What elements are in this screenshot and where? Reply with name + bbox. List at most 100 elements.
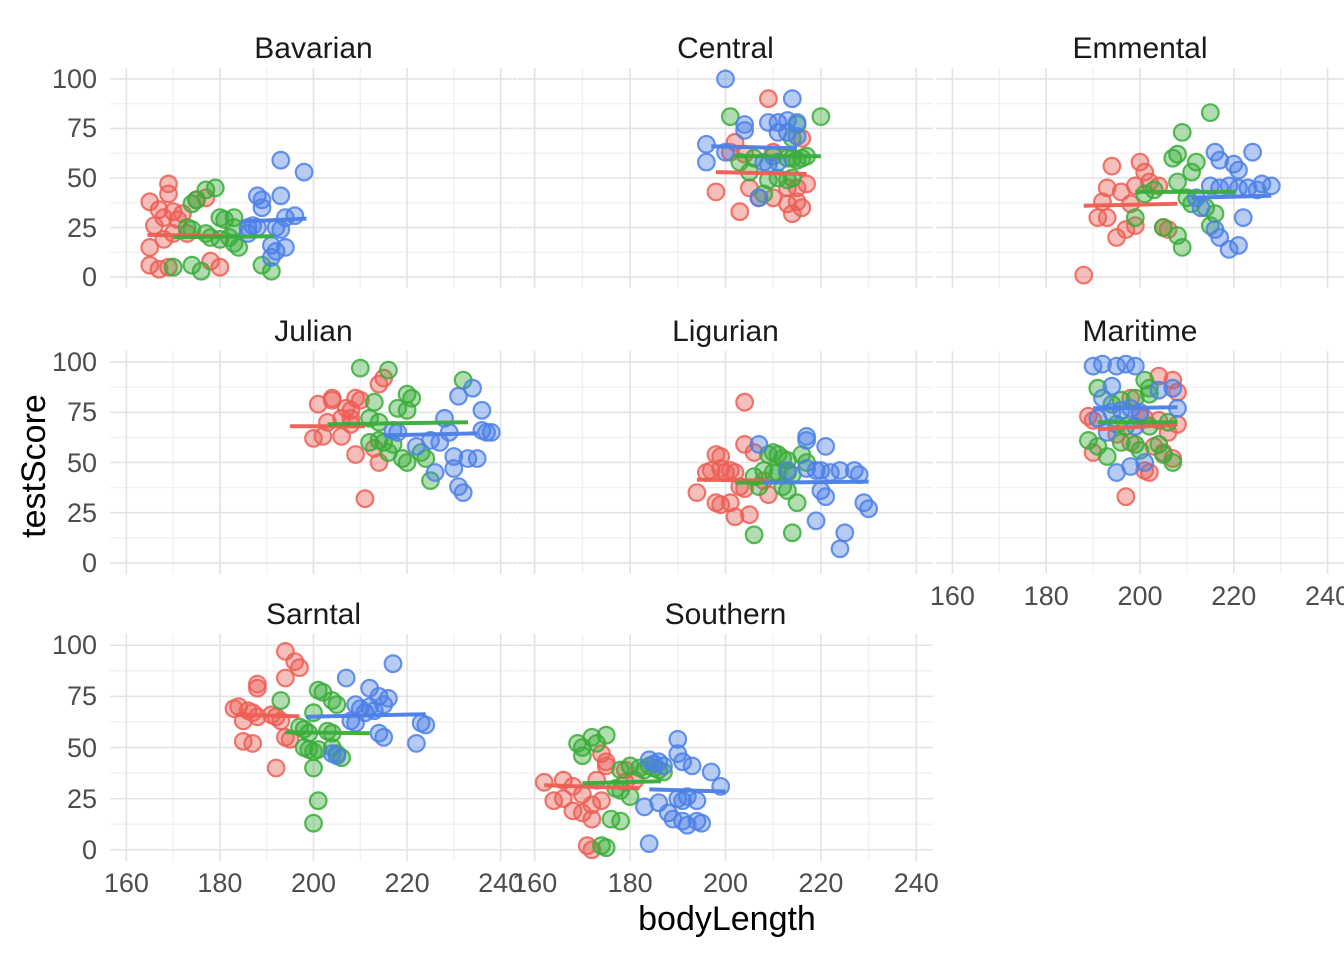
- data-point: [191, 261, 211, 281]
- points-green: [568, 725, 673, 858]
- data-point: [720, 107, 740, 126]
- data-point: [592, 791, 611, 811]
- y-tick-label: 50: [66, 732, 97, 763]
- facet-panel-bavarian: [110, 68, 517, 288]
- data-point: [1097, 447, 1117, 466]
- trend-line-red: [1083, 201, 1178, 208]
- data-point: [477, 422, 497, 442]
- data-point: [416, 449, 436, 468]
- facet-panel-central: [518, 68, 933, 288]
- y-tick-label: 0: [81, 547, 97, 578]
- data-point: [797, 430, 817, 450]
- data-point: [696, 152, 716, 172]
- data-point: [758, 89, 778, 109]
- y-tick-label: 25: [66, 212, 97, 243]
- trend-line-blue: [383, 431, 478, 438]
- data-point: [159, 174, 178, 194]
- y-tick-label: 0: [81, 834, 97, 865]
- trend-line-green: [173, 234, 274, 240]
- data-point: [749, 434, 769, 454]
- x-tick-label: 220: [1211, 581, 1257, 611]
- data-point: [224, 208, 244, 228]
- data-point: [444, 447, 464, 466]
- x-tick-label: 240: [1305, 581, 1344, 611]
- data-point: [544, 791, 564, 811]
- x-tick-label: 240: [478, 868, 524, 898]
- data-point: [397, 453, 417, 472]
- data-point: [425, 463, 445, 482]
- facet-title: Southern: [664, 598, 787, 631]
- y-tick-label: 75: [66, 113, 97, 144]
- data-point: [806, 511, 826, 531]
- data-point: [182, 255, 202, 275]
- x-tick-label: 180: [607, 868, 653, 898]
- data-point: [140, 237, 160, 257]
- y-tick-label: 0: [81, 262, 97, 293]
- data-point: [735, 115, 755, 134]
- y-tick-label: 25: [66, 497, 97, 528]
- data-point: [294, 162, 314, 182]
- data-point: [313, 426, 333, 446]
- facet-panel-maritime: [936, 351, 1344, 574]
- trend-line-blue: [649, 787, 726, 794]
- data-point: [383, 654, 403, 674]
- facet-panel-ligurian: [518, 351, 933, 574]
- points-blue: [238, 150, 314, 267]
- data-point: [673, 752, 693, 772]
- data-point: [620, 787, 640, 807]
- data-point: [787, 127, 807, 146]
- data-point: [379, 689, 398, 708]
- points-blue: [634, 729, 731, 854]
- data-point: [1111, 432, 1131, 452]
- data-point: [1149, 380, 1169, 400]
- data-point: [243, 733, 263, 753]
- data-point: [1219, 239, 1239, 259]
- data-point: [261, 261, 281, 281]
- facet-title: Sarntal: [265, 598, 362, 631]
- data-point: [187, 190, 206, 210]
- data-point: [210, 257, 230, 277]
- data-point: [682, 756, 702, 776]
- data-point: [247, 678, 267, 698]
- data-point: [1210, 150, 1230, 170]
- facet-title: Central: [677, 32, 774, 65]
- data-point: [275, 237, 295, 257]
- data-point: [1163, 378, 1183, 398]
- data-point: [611, 811, 630, 831]
- trend-line-green: [327, 420, 468, 427]
- data-point: [407, 733, 426, 753]
- data-point: [1074, 265, 1094, 285]
- data-point: [261, 247, 281, 267]
- data-point: [416, 715, 436, 735]
- x-tick-label: 180: [197, 868, 243, 898]
- trend-line-red: [715, 170, 807, 176]
- data-point: [782, 523, 802, 543]
- trend-line-red: [236, 712, 300, 719]
- data-point: [308, 740, 328, 759]
- x-tick-label: 180: [1023, 581, 1069, 611]
- data-point: [159, 184, 178, 204]
- data-point: [830, 461, 850, 480]
- data-point: [275, 668, 295, 688]
- data-point: [1168, 172, 1187, 192]
- data-point: [467, 449, 487, 468]
- data-point: [266, 758, 286, 778]
- data-point: [271, 220, 291, 239]
- data-point: [582, 840, 602, 860]
- x-tick-label: 160: [512, 868, 558, 898]
- data-point: [1261, 176, 1281, 196]
- points-red: [140, 174, 230, 279]
- data-point: [706, 182, 726, 202]
- data-point: [687, 791, 707, 811]
- facet-panel-julian: [110, 351, 517, 574]
- y-tick-label: 100: [51, 630, 97, 661]
- data-point: [1191, 198, 1211, 218]
- x-tick-label: 200: [1117, 581, 1163, 611]
- data-point: [1172, 237, 1192, 257]
- data-point: [816, 436, 836, 456]
- y-tick-label: 50: [66, 447, 97, 478]
- data-point: [787, 493, 807, 513]
- data-point: [481, 422, 501, 442]
- data-point: [327, 746, 347, 766]
- data-point: [835, 523, 855, 543]
